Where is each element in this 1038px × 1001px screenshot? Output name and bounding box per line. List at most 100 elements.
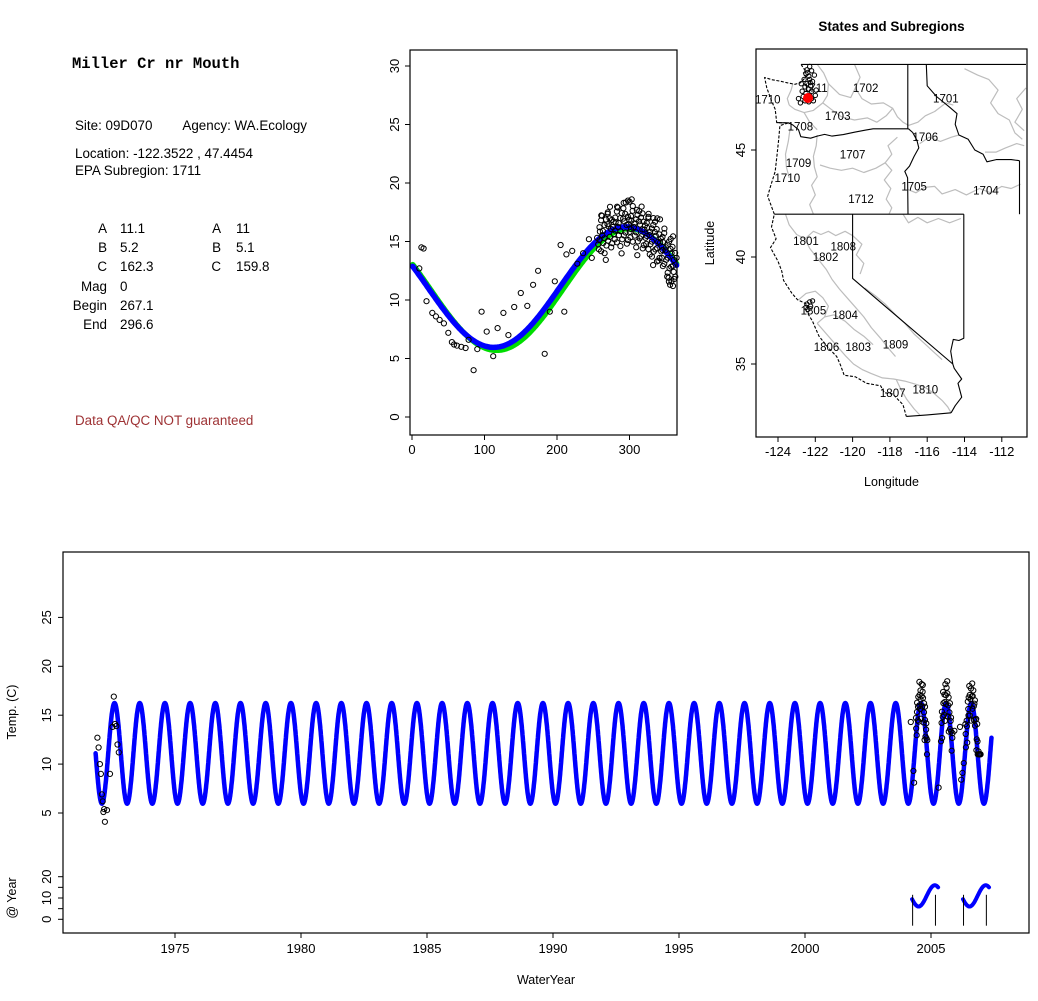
x-axis-title: WaterYear [517,973,575,987]
timeseries-axes: 1975 1980 1985 1990 1995 2000 2005 5 10 15 20 25 0 10… [5,610,945,987]
station-title: Miller Cr nr Mouth [72,55,240,73]
subregion-label: 1810 [913,385,939,397]
fit-parameter-table: A 11.1 A 11 B 5.2 B 5.1 C 162.3 C 159.8 … [62,219,291,334]
param-label: End [83,317,107,333]
subregion-label: 1710 [755,95,781,107]
x-tick-label: 2005 [917,941,946,956]
param-label: Begin [72,297,107,313]
x-tick-label: 1985 [413,941,442,956]
state-boundaries [764,63,1026,417]
param-label: B [212,240,221,256]
y-tick-label: 25 [387,117,402,131]
fit-green [409,225,680,354]
subregion-label: 1705 [901,181,927,193]
y-tick-label: 40 [733,250,748,264]
year-insets [910,883,991,926]
y2-tick-label: 0 [39,916,54,923]
subregion-label: 1806 [814,342,840,354]
param-value: 11.1 [120,221,146,236]
subregion-label: 1704 [973,186,999,198]
subregion-boundaries [784,64,1027,416]
y-tick-label: 20 [39,659,54,673]
x-tick-label: -120 [840,444,866,459]
site-marker [803,93,813,103]
x-tick-label: 200 [546,442,568,457]
param-value: 11 [236,221,250,236]
param-label: C [97,259,107,275]
param-label: B [98,240,107,256]
site-agency-line: Site: 09D070 Agency: WA.Ecology [75,118,307,133]
y-tick-label: 10 [39,757,54,771]
y2-tick-label: 20 [39,869,54,883]
site-id: Site: 09D070 [75,118,153,133]
x-tick-label: -118 [877,444,902,459]
y2-axis-title: @ Year [5,877,19,918]
param-label: C [211,259,221,275]
subregion-label: 1805 [801,306,827,318]
subregion-label: 1706 [913,132,939,144]
x-tick-label: 1990 [539,941,568,956]
y-tick-label: 15 [39,708,54,722]
x-tick-label: -122 [802,444,828,459]
info-panel: Miller Cr nr Mouth Site: 09D070 Agency: … [0,0,390,500]
subregion-label: 1802 [813,252,839,264]
param-value: 159.8 [236,259,270,275]
subregion-label: 1712 [848,194,874,206]
y-tick-label: 45 [733,143,748,157]
y-tick-label: 20 [387,176,402,190]
subregion-labels: 1711 170217011710170317081706170717091710… [755,83,999,400]
subregion-label: 1707 [840,149,866,161]
subregion-label: 1703 [825,111,851,123]
subregion-label: 1808 [830,241,856,253]
subregion-label: 1710 [775,173,801,185]
x-tick-label: 0 [408,442,415,457]
location-line: Location: -122.3522 , 47.4454 [75,146,253,161]
subregion-label: 1807 [880,388,906,400]
param-label: Mag [80,278,107,294]
param-value: 5.1 [236,240,255,256]
y-tick-label: 30 [387,59,402,73]
param-value: 296.6 [120,317,154,333]
y-tick-label: 5 [39,809,54,816]
y-axis-title: Temp. (C) [5,685,19,740]
timeseries-points [94,678,984,825]
y-tick-label: 5 [387,355,402,362]
subregion-label: 1809 [883,340,909,352]
subregion-label: 1702 [853,83,879,95]
subregion-label: 1701 [933,94,959,106]
param-value: 162.3 [120,259,154,275]
agency: Agency: WA.Ecology [182,118,307,133]
x-tick-label: 100 [474,442,496,457]
x-tick-label: -112 [989,444,1014,459]
subregion-label: 1803 [845,342,871,354]
epa-subregion-line: EPA Subregion: 1711 [75,163,202,178]
x-tick-label: -116 [915,444,940,459]
x-tick-label: 2000 [791,941,820,956]
timeseries-plot: 1975 1980 1985 1990 1995 2000 2005 5 10 15 20 25 0 10… [5,551,1030,987]
subregion-label: 1709 [786,158,812,170]
y-tick-label: 35 [733,357,748,371]
param-value: 267.1 [120,297,154,313]
x-tick-label: -124 [765,444,791,459]
param-value: 0 [120,278,128,294]
param-label: A [212,221,221,236]
y-tick-label: 25 [39,610,54,624]
y-tick-label: 0 [387,413,402,420]
map-axes: -124 -122 -120 -118 -116 -114 -112 35 40 45 Longit… [703,143,1014,489]
map-title: States and Subregions [818,19,964,34]
x-tick-label: 1975 [161,941,190,956]
param-label: A [98,221,107,236]
param-value: 5.2 [120,240,139,256]
y-axis-title: Latitude [703,221,717,266]
qa-qc-warning: Data QA/QC NOT guaranteed [75,413,254,428]
x-tick-label: 1995 [665,941,694,956]
subregion-label: 1708 [788,121,814,133]
x-axis-title: Longitude [864,475,919,489]
y-tick-label: 15 [387,234,402,248]
seasonal-wave [93,700,994,806]
x-tick-label: 300 [619,442,641,457]
y2-tick-label: 10 [39,891,54,905]
